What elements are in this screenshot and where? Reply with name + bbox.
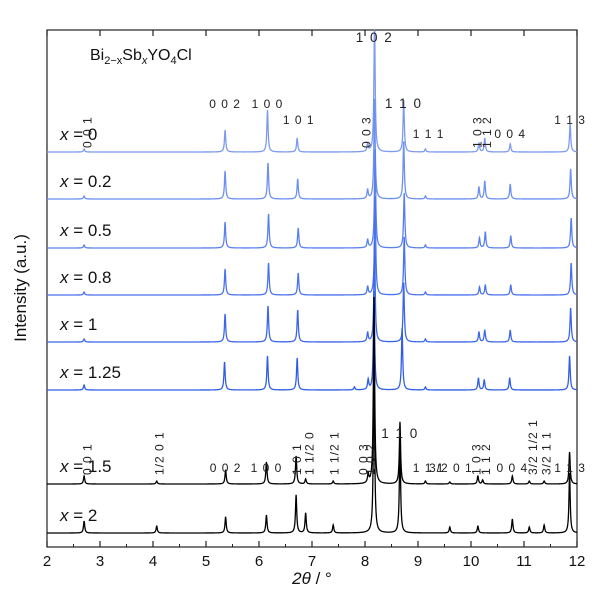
reflection-label: 3/2 1/2 1 bbox=[526, 419, 540, 475]
series-label: x = 0.8 bbox=[59, 268, 112, 287]
reflection-label: 0 0 1 bbox=[80, 116, 94, 148]
x-tick-label: 8 bbox=[361, 553, 369, 570]
x-axis: 2 3 4 5 6 7 8 9 10 11 12 bbox=[43, 30, 586, 570]
reflection-label: 0 0 2 bbox=[210, 461, 242, 475]
reflection-label: 1 0 0 bbox=[252, 97, 284, 111]
x-tick-label: 2 bbox=[43, 553, 51, 570]
x-tick-label: 6 bbox=[255, 553, 263, 570]
reflection-label: 1/2 0 1 bbox=[152, 431, 166, 475]
reflection-label: 1 0 3 bbox=[469, 443, 483, 475]
series-label: x = 1.25 bbox=[59, 363, 121, 382]
x-tick-label: 10 bbox=[463, 553, 480, 570]
reflection-label: 3/2 1 1 bbox=[539, 431, 553, 475]
series-line bbox=[47, 296, 578, 485]
reflection-label: 1 0 2 bbox=[363, 443, 377, 475]
series-label: x = 0.2 bbox=[59, 172, 112, 191]
x-tick-label: 12 bbox=[569, 553, 586, 570]
reflection-label: 1 0 2 bbox=[356, 30, 394, 45]
reflection-label: 1 1 3 bbox=[554, 113, 586, 127]
x-tick-label: 3 bbox=[96, 553, 104, 570]
x-tick-label: 9 bbox=[414, 553, 422, 570]
reflection-label: 1 1 1 bbox=[413, 127, 445, 141]
series-label: x = 0.5 bbox=[59, 221, 112, 240]
reflection-label: 1 0 3 bbox=[470, 116, 484, 148]
reflection-label: 0 0 1 bbox=[80, 443, 94, 475]
series-line bbox=[47, 98, 578, 200]
reflection-label: 1 1 3 bbox=[554, 461, 586, 475]
x-tick-label: 4 bbox=[149, 553, 157, 570]
series-line bbox=[47, 241, 578, 343]
series-line bbox=[47, 149, 578, 249]
reflection-label: 1 1 1 bbox=[413, 461, 445, 475]
series-line bbox=[47, 196, 578, 296]
series-label: x = 2 bbox=[59, 506, 97, 525]
y-axis-title: Intensity (a.u.) bbox=[11, 234, 30, 342]
reflection-label: 1 1/2 0 bbox=[302, 431, 316, 475]
reflection-label: 1 1 0 bbox=[381, 426, 419, 441]
reflection-label: 1 0 1 bbox=[283, 113, 315, 127]
x-tick-label: 11 bbox=[516, 553, 532, 570]
x-tick-label: 7 bbox=[308, 553, 316, 570]
series-label: x = 1 bbox=[59, 315, 97, 334]
reflection-label: 1 1/2 1 bbox=[327, 431, 341, 475]
series-label: x = 1.5 bbox=[59, 457, 112, 476]
series-line bbox=[47, 355, 578, 534]
reflection-label: 0 0 4 bbox=[494, 127, 526, 141]
reflection-label: 0 0 3 bbox=[360, 116, 374, 148]
series-labels: x = 0 x = 0.2 x = 0.5 x = 0.8 x = 1 x = 1.25 x… bbox=[59, 125, 121, 525]
reflection-label: 0 0 3 bbox=[356, 443, 370, 475]
x-axis-title: 2θ / ° bbox=[291, 569, 332, 588]
series-group bbox=[47, 28, 578, 534]
series-line bbox=[47, 28, 578, 153]
series-label: x = 0 bbox=[59, 125, 97, 144]
reflection-label: 1 0 1 bbox=[290, 443, 304, 475]
reflection-label: 1 0 0 bbox=[251, 461, 283, 475]
reflection-label: 3/2 0 1 bbox=[429, 461, 473, 475]
reflection-label: 0 0 2 bbox=[209, 97, 241, 111]
series-line bbox=[47, 291, 578, 391]
reflection-label: 1 1 2 bbox=[479, 443, 493, 475]
reflection-label: 0 0 4 bbox=[496, 461, 528, 475]
reflection-label: 1 1 0 bbox=[385, 96, 423, 111]
compound-label: Bi2−xSbxYO4Cl bbox=[90, 47, 192, 67]
x-tick-label: 5 bbox=[202, 553, 210, 570]
reflection-label: 1 1 2 bbox=[480, 116, 494, 148]
